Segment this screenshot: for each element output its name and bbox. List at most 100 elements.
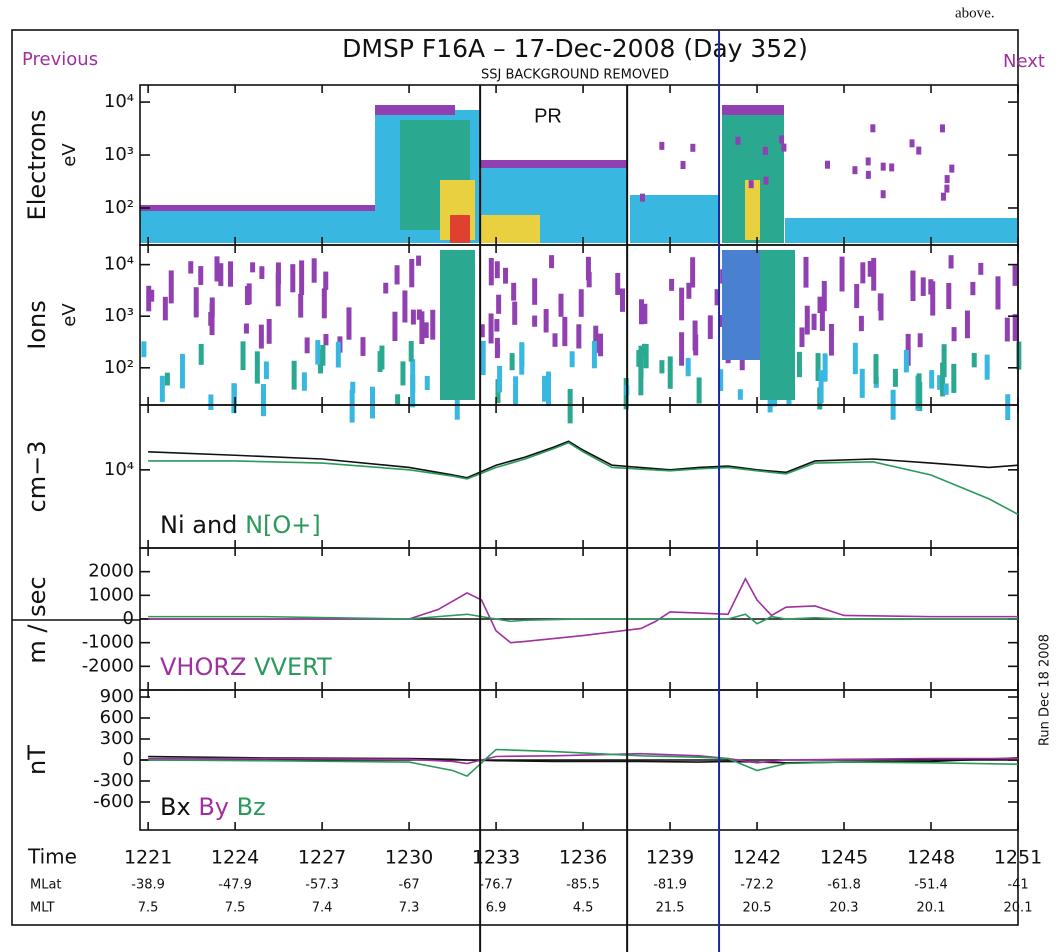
row-value: 1248 [907, 847, 955, 869]
spectrogram-patch [423, 322, 429, 339]
spectrogram-patch [408, 341, 414, 362]
spectrogram-patch [569, 351, 575, 368]
spectrogram-patch [909, 139, 915, 148]
spectrogram-patch [258, 324, 264, 349]
spectrogram-patch [494, 261, 500, 279]
spectrogram-patch [1005, 394, 1011, 420]
spectrogram-patch [585, 256, 591, 281]
y-tick-label: 600 [100, 707, 134, 728]
spectrogram-patch [162, 296, 168, 321]
spectrogram-patch [971, 352, 977, 368]
spectrogram-patch [669, 278, 675, 291]
y-tick-label: 2000 [88, 561, 134, 582]
y-tick-label: 10³ [104, 305, 134, 326]
spectrogram-patch [722, 250, 760, 360]
spectrogram-patch [903, 349, 909, 373]
spectrogram-patch [1012, 314, 1018, 342]
spectrogram-patch [696, 377, 702, 404]
spectrogram-patch [140, 205, 375, 211]
spectrogram-patch [315, 340, 321, 365]
spectrogram-patch [910, 271, 916, 289]
spectrogram-patch [693, 334, 699, 356]
row-value: -61.8 [827, 878, 861, 893]
spectrogram-patch [323, 271, 329, 290]
spectrogram-patch [543, 309, 549, 333]
legend: VHORZ VVERT [160, 653, 332, 681]
spectrogram-patch [416, 309, 422, 320]
spectrogram-patch [640, 193, 646, 202]
row-value: -47.9 [218, 878, 252, 893]
spectrogram-patch [140, 210, 375, 243]
spectrogram-patch [679, 332, 685, 366]
row-value: 1239 [646, 847, 694, 869]
y-tick-label: 10⁴ [104, 459, 134, 480]
spectrogram-patch [762, 146, 768, 155]
spectrogram-patch [263, 361, 269, 380]
spectrogram-patch [803, 257, 809, 288]
spectrogram-patch [930, 281, 936, 316]
spectrogram-patch [532, 278, 538, 305]
spectrogram-patch [298, 293, 304, 318]
legend-entry: Bx [160, 793, 191, 821]
spectrogram-patch [638, 364, 644, 396]
spectrogram-patch [619, 288, 625, 312]
y-axis-label: m / sec [23, 576, 51, 663]
row-value: -67 [398, 878, 419, 893]
spectrogram-patch [871, 257, 877, 291]
spectrogram-patch [735, 136, 741, 145]
spectrogram-patch [817, 296, 823, 313]
spectrogram-patch [320, 344, 326, 366]
spectrogram-patch [690, 257, 696, 288]
spectrogram-patch [815, 353, 821, 381]
spectrogram-patch [552, 333, 558, 347]
y-axis-unit: eV [59, 143, 80, 167]
spectrogram-patch [639, 299, 645, 325]
next-link[interactable]: Next [1003, 51, 1045, 72]
row-value: 7.5 [225, 901, 246, 916]
row-value: 7.4 [312, 901, 333, 916]
previous-link[interactable]: Previous [22, 49, 98, 70]
legend-entry: VHORZ [160, 653, 246, 681]
spectrogram-patch [394, 265, 400, 285]
row-label: MLT [30, 901, 55, 916]
spectrogram-patch [375, 105, 455, 115]
spectrogram-patch [811, 313, 817, 330]
spectrogram-patch [928, 279, 934, 295]
spectrogram-patch [377, 351, 383, 372]
spectrogram-patch [878, 293, 884, 321]
spectrogram-patch [889, 163, 895, 172]
spectrogram-patch [659, 360, 665, 374]
spectrogram-patch [440, 250, 475, 400]
spectrogram-patch [254, 351, 260, 384]
spectrogram-patch [209, 302, 215, 336]
y-tick-label: -300 [93, 770, 134, 791]
spectrogram-patch [240, 341, 246, 371]
spectrogram-patch [680, 161, 686, 170]
y-tick-label: 10⁴ [104, 254, 134, 275]
y-tick-label: 0 [123, 608, 134, 629]
spectrogram-patch [567, 389, 573, 424]
spectrogram-patch [779, 135, 785, 144]
spectrogram-patch [944, 184, 950, 193]
spectrogram-patch [1004, 317, 1010, 342]
spectrogram-patch [208, 394, 214, 410]
spectrogram-patch [149, 289, 155, 302]
spectrogram-patch [865, 170, 871, 179]
spectrogram-patch [494, 319, 500, 332]
legend-joiner: and [192, 511, 237, 539]
row-value: 20.1 [917, 901, 946, 916]
row-value: 20.3 [830, 901, 859, 916]
spectrogram-patch [839, 256, 845, 292]
spectrogram-patch [939, 124, 945, 133]
legend-entry: By [198, 793, 229, 821]
row-value: 20.1 [1004, 901, 1033, 916]
spectrogram-patch [193, 287, 199, 318]
spectrogram-patch [576, 324, 582, 349]
row-value: -81.9 [653, 878, 687, 893]
spectrogram-patch [188, 261, 194, 274]
spectrogram-patch [760, 250, 795, 400]
spectrogram-patch [598, 333, 604, 357]
spectrogram-patch [546, 371, 552, 407]
spectrogram-patch [825, 160, 831, 169]
